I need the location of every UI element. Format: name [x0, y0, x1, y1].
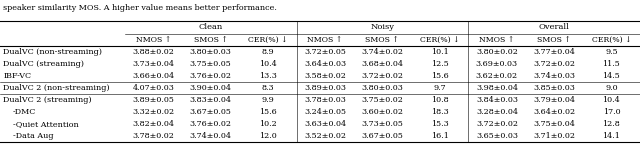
- Text: 4.07±0.03: 4.07±0.03: [132, 84, 174, 92]
- Text: 3.67±0.05: 3.67±0.05: [189, 108, 232, 116]
- Text: 3.77±0.04: 3.77±0.04: [533, 48, 575, 56]
- Text: 3.58±0.02: 3.58±0.02: [304, 72, 346, 80]
- Text: speaker similarity MOS. A higher value means better performance.: speaker similarity MOS. A higher value m…: [3, 4, 277, 12]
- Text: 10.4: 10.4: [602, 96, 620, 104]
- Text: 3.65±0.03: 3.65±0.03: [476, 132, 518, 140]
- Text: 3.85±0.03: 3.85±0.03: [533, 84, 575, 92]
- Text: 3.76±0.02: 3.76±0.02: [189, 72, 232, 80]
- Text: NMOS ↑: NMOS ↑: [479, 36, 515, 44]
- Text: CER(%) ↓: CER(%) ↓: [248, 36, 288, 44]
- Text: 3.75±0.04: 3.75±0.04: [533, 120, 575, 128]
- Text: 3.80±0.03: 3.80±0.03: [189, 48, 232, 56]
- Text: 3.74±0.02: 3.74±0.02: [362, 48, 403, 56]
- Text: 3.75±0.05: 3.75±0.05: [190, 60, 232, 68]
- Text: -Data Aug: -Data Aug: [13, 132, 53, 140]
- Text: 8.9: 8.9: [262, 48, 274, 56]
- Text: Overall: Overall: [539, 23, 570, 31]
- Text: 3.98±0.04: 3.98±0.04: [476, 84, 518, 92]
- Text: 3.80±0.02: 3.80±0.02: [476, 48, 518, 56]
- Text: DualVC (non-streaming): DualVC (non-streaming): [3, 48, 102, 56]
- Text: 3.62±0.02: 3.62±0.02: [476, 72, 518, 80]
- Text: 3.90±0.04: 3.90±0.04: [189, 84, 232, 92]
- Text: 3.72±0.02: 3.72±0.02: [362, 72, 403, 80]
- Text: DualVC 2 (streaming): DualVC 2 (streaming): [3, 96, 92, 104]
- Text: 3.63±0.04: 3.63±0.04: [304, 120, 346, 128]
- Text: -Quiet Attention: -Quiet Attention: [13, 120, 79, 128]
- Text: 18.3: 18.3: [431, 108, 449, 116]
- Text: IBF-VC: IBF-VC: [3, 72, 31, 80]
- Text: 17.0: 17.0: [603, 108, 620, 116]
- Text: CER(%) ↓: CER(%) ↓: [591, 36, 631, 44]
- Text: 8.3: 8.3: [262, 84, 274, 92]
- Text: 10.1: 10.1: [431, 48, 449, 56]
- Text: 14.5: 14.5: [602, 72, 620, 80]
- Text: 3.64±0.03: 3.64±0.03: [304, 60, 346, 68]
- Text: Clean: Clean: [198, 23, 223, 31]
- Text: 10.2: 10.2: [259, 120, 276, 128]
- Text: 3.74±0.04: 3.74±0.04: [189, 132, 232, 140]
- Text: 3.83±0.04: 3.83±0.04: [189, 96, 232, 104]
- Text: 11.5: 11.5: [602, 60, 620, 68]
- Text: 3.69±0.03: 3.69±0.03: [476, 60, 518, 68]
- Text: NMOS ↑: NMOS ↑: [136, 36, 171, 44]
- Text: 15.6: 15.6: [431, 72, 449, 80]
- Text: 3.88±0.02: 3.88±0.02: [132, 48, 174, 56]
- Text: 3.64±0.02: 3.64±0.02: [533, 108, 575, 116]
- Text: 3.78±0.02: 3.78±0.02: [132, 132, 174, 140]
- Text: 3.24±0.05: 3.24±0.05: [304, 108, 346, 116]
- Text: 10.4: 10.4: [259, 60, 276, 68]
- Text: 14.1: 14.1: [602, 132, 620, 140]
- Text: DualVC (streaming): DualVC (streaming): [3, 60, 84, 68]
- Text: 3.71±0.02: 3.71±0.02: [533, 132, 575, 140]
- Text: 3.82±0.04: 3.82±0.04: [132, 120, 175, 128]
- Text: 12.5: 12.5: [431, 60, 449, 68]
- Text: NMOS ↑: NMOS ↑: [307, 36, 343, 44]
- Text: 3.72±0.02: 3.72±0.02: [476, 120, 518, 128]
- Text: 15.3: 15.3: [431, 120, 449, 128]
- Text: 9.5: 9.5: [605, 48, 618, 56]
- Text: 3.52±0.02: 3.52±0.02: [304, 132, 346, 140]
- Text: 3.72±0.05: 3.72±0.05: [304, 48, 346, 56]
- Text: 16.1: 16.1: [431, 132, 449, 140]
- Text: 3.32±0.02: 3.32±0.02: [132, 108, 175, 116]
- Text: 3.84±0.03: 3.84±0.03: [476, 96, 518, 104]
- Text: 3.89±0.03: 3.89±0.03: [304, 84, 346, 92]
- Text: 12.0: 12.0: [259, 132, 276, 140]
- Text: 9.9: 9.9: [262, 96, 275, 104]
- Text: DualVC 2 (non-streaming): DualVC 2 (non-streaming): [3, 84, 110, 92]
- Text: 3.60±0.02: 3.60±0.02: [362, 108, 403, 116]
- Text: SMOS ↑: SMOS ↑: [194, 36, 228, 44]
- Text: 9.7: 9.7: [433, 84, 446, 92]
- Text: 3.78±0.03: 3.78±0.03: [304, 96, 346, 104]
- Text: CER(%) ↓: CER(%) ↓: [420, 36, 460, 44]
- Text: 3.74±0.03: 3.74±0.03: [533, 72, 575, 80]
- Text: Noisy: Noisy: [371, 23, 394, 31]
- Text: -DMC: -DMC: [13, 108, 36, 116]
- Text: 3.73±0.04: 3.73±0.04: [132, 60, 175, 68]
- Text: 15.6: 15.6: [259, 108, 276, 116]
- Text: 3.80±0.03: 3.80±0.03: [362, 84, 403, 92]
- Text: 3.67±0.05: 3.67±0.05: [362, 132, 403, 140]
- Text: 3.79±0.04: 3.79±0.04: [533, 96, 575, 104]
- Text: 12.8: 12.8: [602, 120, 620, 128]
- Text: 3.68±0.04: 3.68±0.04: [362, 60, 403, 68]
- Text: 3.72±0.02: 3.72±0.02: [533, 60, 575, 68]
- Text: SMOS ↑: SMOS ↑: [537, 36, 571, 44]
- Text: 3.28±0.04: 3.28±0.04: [476, 108, 518, 116]
- Text: 3.66±0.04: 3.66±0.04: [132, 72, 175, 80]
- Text: 3.75±0.02: 3.75±0.02: [362, 96, 403, 104]
- Text: 3.89±0.05: 3.89±0.05: [132, 96, 174, 104]
- Text: 13.3: 13.3: [259, 72, 277, 80]
- Text: 9.0: 9.0: [605, 84, 618, 92]
- Text: 3.76±0.02: 3.76±0.02: [189, 120, 232, 128]
- Text: 10.8: 10.8: [431, 96, 449, 104]
- Text: SMOS ↑: SMOS ↑: [365, 36, 399, 44]
- Text: 3.73±0.05: 3.73±0.05: [362, 120, 403, 128]
